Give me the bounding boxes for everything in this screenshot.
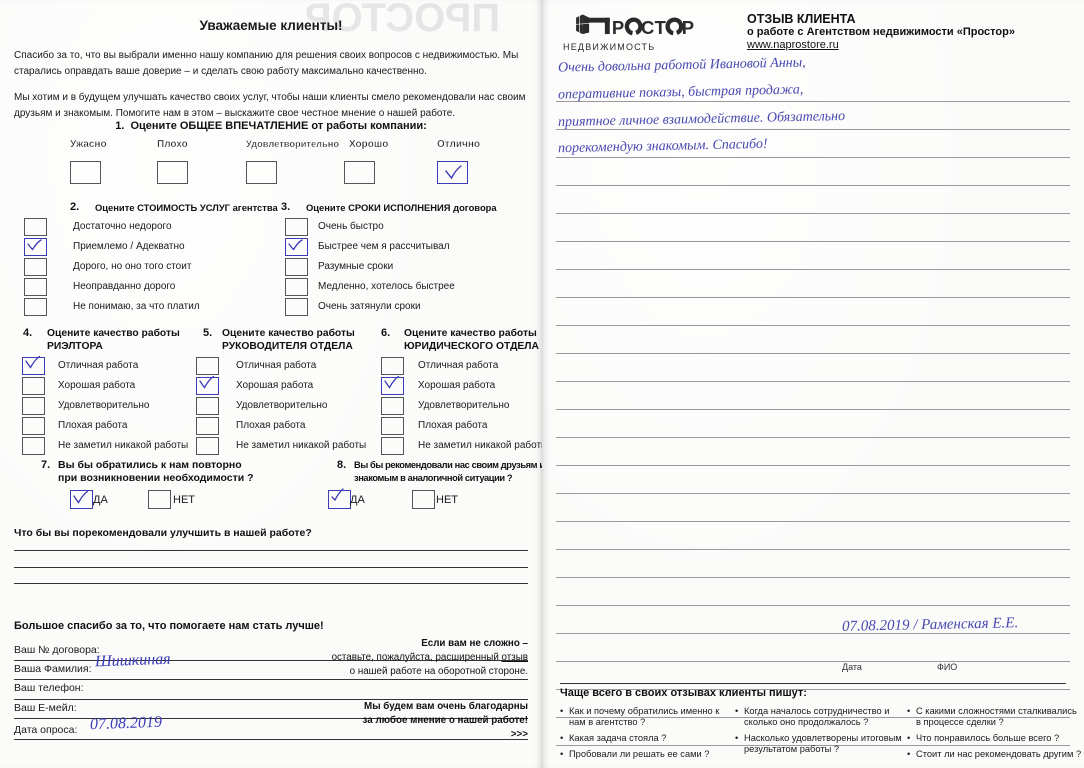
svg-text:T: T [655,17,667,38]
svg-text:P: P [612,17,624,38]
svg-text:C: C [641,17,654,38]
svg-text:P: P [682,17,694,38]
